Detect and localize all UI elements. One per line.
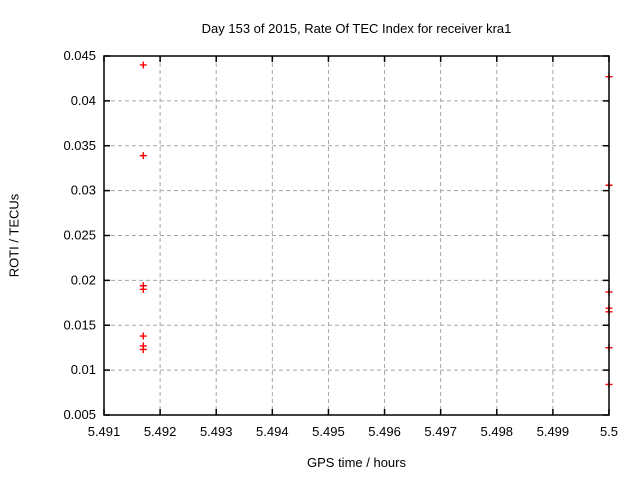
x-tick-label: 5.5 <box>600 424 618 439</box>
chart-title: Day 153 of 2015, Rate Of TEC Index for r… <box>201 21 512 36</box>
y-tick-label: 0.01 <box>71 362 96 377</box>
data-point <box>139 345 147 353</box>
data-point <box>139 332 147 340</box>
y-tick-label: 0.045 <box>63 48 96 63</box>
x-tick-label: 5.498 <box>481 424 514 439</box>
data-point <box>139 152 147 160</box>
y-tick-label: 0.035 <box>63 138 96 153</box>
x-tick-label: 5.497 <box>424 424 457 439</box>
y-tick-label: 0.015 <box>63 317 96 332</box>
y-tick-label: 0.02 <box>71 272 96 287</box>
x-tick-label: 5.491 <box>88 424 121 439</box>
x-tick-label: 5.493 <box>200 424 233 439</box>
x-axis-label: GPS time / hours <box>307 455 406 470</box>
y-tick-label: 0.03 <box>71 183 96 198</box>
data-point <box>139 61 147 69</box>
x-tick-label: 5.495 <box>312 424 345 439</box>
x-tick-label: 5.499 <box>537 424 570 439</box>
y-tick-label: 0.04 <box>71 93 96 108</box>
y-tick-label: 0.025 <box>63 228 96 243</box>
x-tick-label: 5.496 <box>368 424 401 439</box>
x-tick-label: 5.494 <box>256 424 289 439</box>
y-tick-label: 0.005 <box>63 407 96 422</box>
x-tick-label: 5.492 <box>144 424 177 439</box>
data-point <box>139 285 147 293</box>
